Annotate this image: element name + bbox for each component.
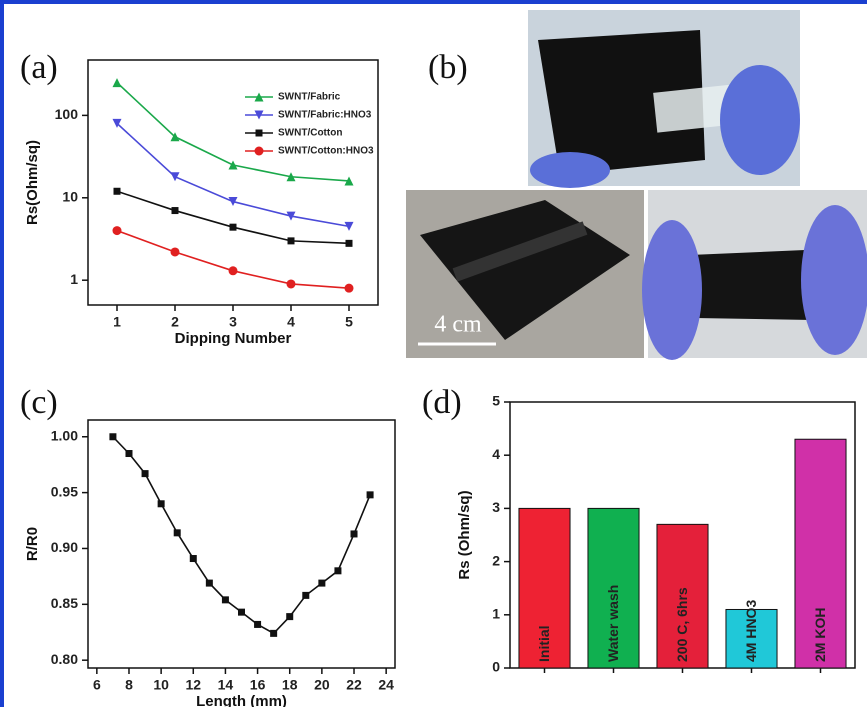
y-tick-label: 0.95 <box>51 483 78 499</box>
y-tick-label: 0.90 <box>51 539 78 555</box>
y-tick-label: 4 <box>492 446 500 462</box>
y-tick-label: 5 <box>492 393 500 409</box>
x-tick-label: 10 <box>153 677 169 693</box>
y-tick-label: 0.80 <box>51 651 78 667</box>
photo-bottom-right <box>642 190 867 360</box>
point <box>286 613 293 620</box>
point <box>334 567 341 574</box>
legend-label: SWNT/Cotton <box>278 128 342 139</box>
legend-label: SWNT/Fabric:HNO3 <box>278 110 372 121</box>
photo-top <box>528 10 800 188</box>
panel-label: (b) <box>428 49 468 86</box>
panel-label: (d) <box>422 384 462 421</box>
x-tick-label: 12 <box>185 677 201 693</box>
legend-label: SWNT/Fabric <box>278 92 341 103</box>
x-tick-label: 22 <box>346 677 362 693</box>
point <box>230 224 237 231</box>
x-axis-label: Length (mm) <box>196 693 287 707</box>
point <box>109 433 116 440</box>
x-tick-label: 1 <box>113 314 121 330</box>
y-axis-label: Rs(Ohm/sq) <box>24 140 41 225</box>
point <box>238 609 245 616</box>
y-tick-label: 0 <box>492 659 500 675</box>
point <box>367 491 374 498</box>
y-tick-label: 1 <box>492 606 500 622</box>
x-tick-label: 6 <box>93 677 101 693</box>
y-tick-label: 1 <box>70 271 78 287</box>
y-tick-label: 0.85 <box>51 595 78 611</box>
point <box>222 596 229 603</box>
y-tick-label: 1.00 <box>51 427 78 443</box>
point <box>113 226 122 235</box>
y-tick-label: 3 <box>492 499 500 515</box>
x-tick-label: 2 <box>171 314 179 330</box>
point <box>318 580 325 587</box>
y-axis-label: Rs (Ohm/sq) <box>456 490 473 579</box>
point <box>254 621 261 628</box>
legend-label: SWNT/Cotton:HNO3 <box>278 146 374 157</box>
point <box>171 247 180 256</box>
legend-marker <box>256 130 263 137</box>
x-tick-label: 4 <box>287 314 295 330</box>
x-tick-label: 5 <box>345 314 353 330</box>
y-tick-label: 100 <box>55 106 79 122</box>
bar-category-label: 200 C, 6hrs <box>674 587 690 662</box>
x-tick-label: 16 <box>250 677 266 693</box>
bar-category-label: Initial <box>536 625 552 662</box>
point <box>172 207 179 214</box>
point <box>142 470 149 477</box>
x-tick-label: 20 <box>314 677 330 693</box>
x-axis-label: Dipping Number <box>175 330 292 347</box>
y-tick-label: 2 <box>492 552 500 568</box>
point <box>114 188 121 195</box>
scale-bar-label: 4 cm <box>434 312 482 338</box>
point <box>270 630 277 637</box>
point <box>158 500 165 507</box>
x-tick-label: 18 <box>282 677 298 693</box>
x-tick-label: 8 <box>125 677 133 693</box>
bar-category-label: 2M KOH <box>812 608 828 662</box>
point <box>174 529 181 536</box>
point <box>302 592 309 599</box>
point <box>125 450 132 457</box>
point <box>229 266 238 275</box>
legend-marker <box>255 147 264 156</box>
x-tick-label: 3 <box>229 314 237 330</box>
point <box>190 555 197 562</box>
point <box>351 530 358 537</box>
x-tick-label: 14 <box>218 677 234 693</box>
panel-label: (a) <box>20 49 58 86</box>
point <box>346 240 353 247</box>
panel-label: (c) <box>20 384 58 421</box>
point <box>288 237 295 244</box>
point <box>345 284 354 293</box>
x-tick-label: 24 <box>378 677 394 693</box>
point <box>287 279 296 288</box>
y-axis-label: R/R0 <box>24 527 41 561</box>
bar-category-label: 4M HNO3 <box>743 600 759 662</box>
figure: 4 cm (b) (a)110100Rs(Ohm/sq)12345Dipping… <box>0 0 867 707</box>
bar-category-label: Water wash <box>605 585 621 662</box>
point <box>206 580 213 587</box>
y-tick-label: 10 <box>62 188 78 204</box>
photo-bottom-left: 4 cm <box>406 190 644 358</box>
